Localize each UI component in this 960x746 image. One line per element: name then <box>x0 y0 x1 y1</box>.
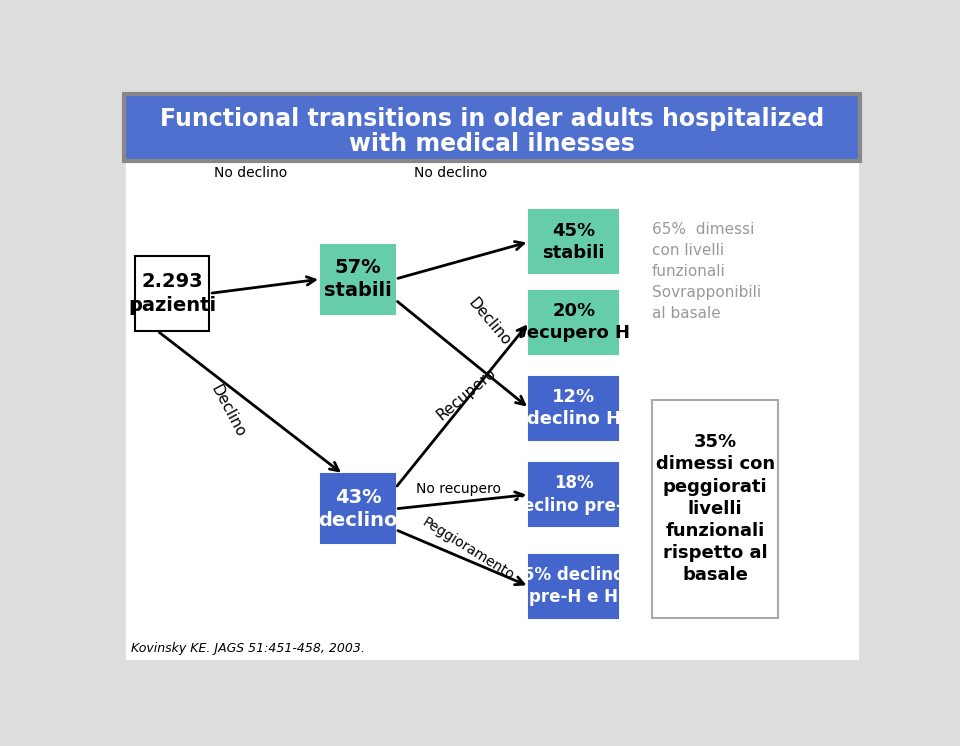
Text: Declino: Declino <box>466 295 514 349</box>
Text: Ammissione: Ammissione <box>340 140 467 160</box>
FancyBboxPatch shape <box>529 463 618 526</box>
FancyBboxPatch shape <box>529 290 618 354</box>
Text: No declino: No declino <box>213 166 287 180</box>
Text: 45%
stabili: 45% stabili <box>542 222 605 262</box>
Text: Kovinsky KE. JAGS 51:451-458, 2003.: Kovinsky KE. JAGS 51:451-458, 2003. <box>132 642 365 655</box>
Text: 43%
declino: 43% declino <box>319 488 397 530</box>
FancyBboxPatch shape <box>124 93 860 161</box>
Text: Declino: Declino <box>207 383 248 440</box>
Text: 5% declino
pre-H e H: 5% declino pre-H e H <box>523 566 625 606</box>
Text: 18%
declino pre-H: 18% declino pre-H <box>511 474 636 515</box>
Text: No declino: No declino <box>415 166 488 180</box>
Text: Dimissione: Dimissione <box>540 140 655 160</box>
Text: Recupero: Recupero <box>434 365 498 423</box>
Text: No recupero: No recupero <box>416 482 501 496</box>
Text: 35%
dimessi con
peggiorati
livelli
funzionali
rispetto al
basale: 35% dimessi con peggiorati livelli funzi… <box>656 433 775 584</box>
Text: 2.293
pazienti: 2.293 pazienti <box>128 272 216 315</box>
FancyBboxPatch shape <box>529 210 618 273</box>
Text: 12%
declino H: 12% declino H <box>527 388 621 428</box>
Text: 20%
recupero H: 20% recupero H <box>517 302 630 342</box>
FancyBboxPatch shape <box>321 474 396 543</box>
FancyBboxPatch shape <box>529 555 618 618</box>
FancyBboxPatch shape <box>134 256 209 330</box>
Text: with medical ilnesses: with medical ilnesses <box>349 132 635 156</box>
FancyBboxPatch shape <box>529 377 618 440</box>
Text: 57%
stabili: 57% stabili <box>324 258 392 301</box>
Text: Peggioramento: Peggioramento <box>420 515 516 583</box>
Text: Functional transitions in older adults hospitalized: Functional transitions in older adults h… <box>160 107 824 131</box>
Text: 65%  dimessi
con livelli
funzionali
Sovrapponibili
al basale: 65% dimessi con livelli funzionali Sovra… <box>652 222 761 321</box>
FancyBboxPatch shape <box>321 245 396 313</box>
FancyBboxPatch shape <box>652 400 779 618</box>
Text: Baseline: Baseline <box>138 140 228 160</box>
FancyBboxPatch shape <box>124 93 860 661</box>
